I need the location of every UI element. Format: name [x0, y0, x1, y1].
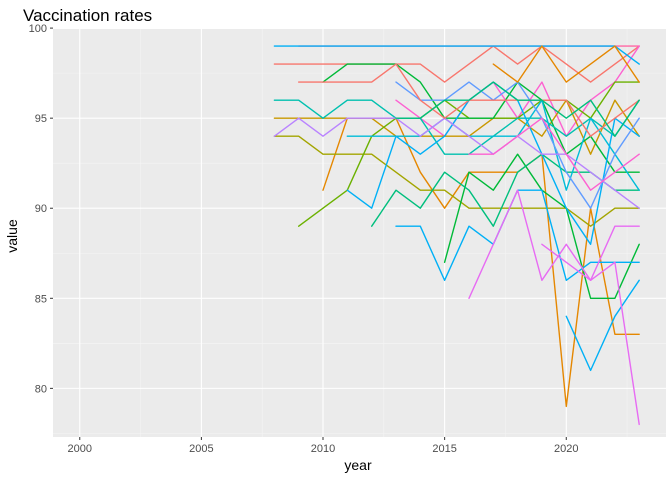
y-tick-label: 80	[35, 383, 47, 395]
series-line-8	[322, 63, 640, 173]
series-lines	[273, 45, 640, 426]
x-tick-label: 2020	[554, 443, 578, 455]
x-tick-label: 2015	[432, 443, 456, 455]
series-line-18	[273, 117, 640, 209]
y-axis-ticks: 80 85 90 95 100	[29, 23, 53, 395]
chart-title: Vaccination rates	[23, 6, 152, 25]
y-tick-label: 95	[35, 113, 47, 125]
series-line-23	[492, 45, 640, 83]
y-tick-label: 90	[35, 203, 47, 215]
series-line-22	[395, 81, 640, 137]
series-line-11	[273, 99, 640, 155]
plot-panel	[53, 29, 666, 437]
y-tick-label: 100	[29, 23, 47, 35]
x-axis-title: year	[344, 457, 372, 473]
series-line-24	[468, 117, 640, 191]
series-line-16	[565, 279, 640, 372]
series-line-13	[273, 45, 640, 65]
series-line-6	[273, 135, 640, 227]
x-tick-label: 2000	[68, 443, 92, 455]
y-axis-title: value	[4, 219, 20, 253]
series-line-20	[541, 225, 640, 281]
y-tick-label: 85	[35, 293, 47, 305]
x-tick-label: 2005	[189, 443, 213, 455]
x-tick-label: 2010	[311, 443, 335, 455]
series-line-19	[468, 189, 640, 426]
x-axis-ticks: 2000 2005 2010 2015 2020	[68, 437, 579, 455]
minor-gridlines	[53, 29, 666, 437]
